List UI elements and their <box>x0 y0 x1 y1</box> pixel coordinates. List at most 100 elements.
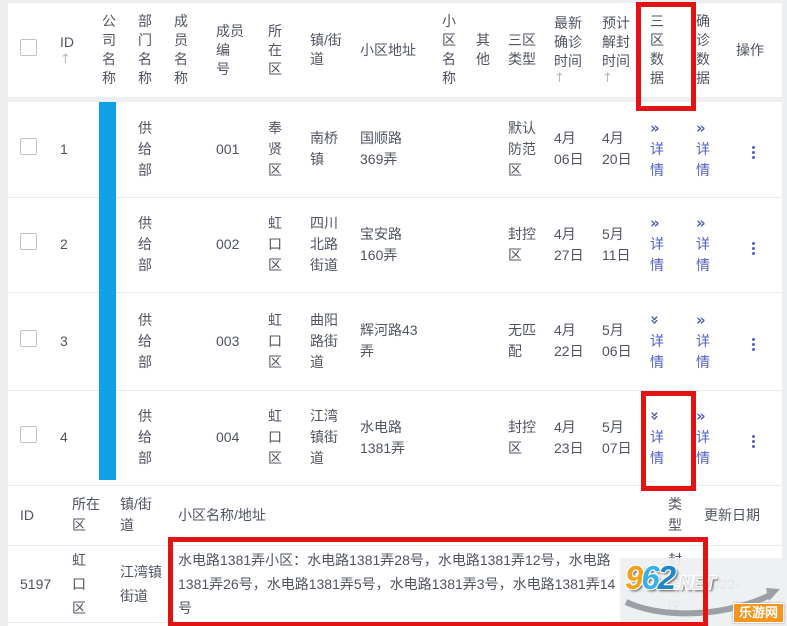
column-header-id[interactable]: ID ↑ <box>48 3 90 97</box>
cell-community <box>430 197 464 292</box>
cell-department: 供 给 部 <box>138 311 152 370</box>
cell-confirm-data: » 详 情 <box>684 197 724 292</box>
cell-confirm-data: » 详 情 <box>684 102 724 197</box>
cell-address: 水电路 1381弄 <box>360 418 406 456</box>
cell-zone-data: » 详 情 <box>638 102 684 197</box>
detail-link-label: 详 情 <box>650 429 664 466</box>
cell-street: 江湾 镇街 道 <box>310 408 338 466</box>
row-select-checkbox[interactable] <box>19 137 37 155</box>
chevron-double-down-icon: » <box>645 314 664 325</box>
cell-id: 2 <box>60 236 68 252</box>
detail-cell-id: 5197 <box>20 576 52 592</box>
cell-id: 3 <box>60 332 68 349</box>
column-header-street[interactable]: 镇/街 道 <box>310 32 342 67</box>
chevron-double-right-icon: » <box>696 118 706 137</box>
cell-street: 南桥 镇 <box>310 130 338 168</box>
column-header-department[interactable]: 部 门 名 称 <box>138 13 152 86</box>
cell-confirm-time: 4月 22日 <box>554 322 584 359</box>
cell-member <box>162 390 204 485</box>
cell-street: 曲阳 路街 道 <box>310 311 338 370</box>
column-header-confirm-time[interactable]: 最新 确诊 时间 ↑ <box>542 3 590 97</box>
row-select-checkbox[interactable] <box>19 329 37 347</box>
confirm-data-detail-link[interactable]: » 详 情 <box>696 310 710 373</box>
cell-unseal-time: 5月 07日 <box>602 418 632 456</box>
column-header-district[interactable]: 所在 区 <box>268 22 282 77</box>
detail-column-id: ID <box>20 506 34 523</box>
cell-address: 辉河路43 弄 <box>360 322 418 359</box>
more-options-icon[interactable] <box>747 237 760 260</box>
cell-district: 奉 贤 区 <box>268 119 282 178</box>
cell-member-no: 002 <box>216 236 240 252</box>
column-header-address[interactable]: 小区地址 <box>360 41 416 58</box>
zone-data-detail-link[interactable]: » 详 情 <box>646 406 664 469</box>
cell-unseal-time: 4月 20日 <box>602 130 632 168</box>
cell-operation <box>724 197 782 292</box>
cell-address: 宝安路 160弄 <box>360 225 402 263</box>
cell-zone-data: » 详 情 <box>638 292 684 390</box>
detail-column-district: 所在 区 <box>72 496 100 534</box>
annotation-box-zone-data-column <box>636 2 696 111</box>
cell-confirm-data: » 详 情 <box>684 292 724 390</box>
cell-confirm-time: 4月 23日 <box>554 418 584 456</box>
zone-data-detail-link[interactable]: » 详 情 <box>645 310 664 373</box>
grid-rows-table: 1 供 给 部 001 奉 贤 区 南桥 镇 国顺路 369弄 默认 防范 区 … <box>8 102 782 486</box>
column-header-company[interactable]: 公司 名称 <box>102 13 116 86</box>
detail-header-row: ID 所在 区 镇/街道 小区名称/地址 类型 更新日期 <box>8 486 782 546</box>
detail-link-label: 详 情 <box>696 236 710 273</box>
cell-zone-data: » 详 情 <box>638 390 684 485</box>
table-row: 4 供 给 部 004 虹 口 区 江湾 镇街 道 水电路 1381弄 封控 区… <box>8 390 782 485</box>
detail-link-label: 详 情 <box>696 429 710 466</box>
cell-member-no: 004 <box>216 429 240 445</box>
cell-member <box>162 197 204 292</box>
cell-community <box>430 292 464 390</box>
sort-asc-icon: ↑ <box>60 52 71 67</box>
cell-department: 供 给 部 <box>138 215 152 273</box>
confirm-data-detail-link[interactable]: » 详 情 <box>696 118 710 181</box>
cell-select <box>8 390 48 485</box>
cell-department: 供 给 部 <box>138 119 152 178</box>
column-header-member-no[interactable]: 成员编 号 <box>216 22 244 77</box>
column-label: ID <box>60 34 74 50</box>
more-options-icon[interactable] <box>747 333 760 356</box>
column-label: 最新 确诊 时间 <box>554 15 582 69</box>
cell-other <box>464 390 496 485</box>
detail-column-type: 类型 <box>668 496 682 534</box>
confirm-data-detail-link[interactable]: » 详 情 <box>696 213 710 276</box>
cell-unseal-time: 5月 11日 <box>602 225 631 263</box>
column-header-zone-type[interactable]: 三区 类型 <box>508 32 536 67</box>
column-header-unseal-time[interactable]: 预计 解封 时间 ↑ <box>590 3 638 97</box>
cell-unseal-time: 5月 06日 <box>602 322 632 359</box>
cell-id: 1 <box>60 140 68 157</box>
column-header-operation[interactable]: 操作 <box>736 41 764 58</box>
zone-data-detail-link[interactable]: » 详 情 <box>650 118 664 181</box>
row-select-checkbox[interactable] <box>19 426 37 443</box>
select-all-checkbox[interactable] <box>19 39 37 56</box>
cell-zone-type: 封控 区 <box>508 225 536 263</box>
cell-select <box>8 292 48 390</box>
cell-member <box>162 102 204 197</box>
header-select-cell <box>8 3 48 97</box>
table-row: 1 供 给 部 001 奉 贤 区 南桥 镇 国顺路 369弄 默认 防范 区 … <box>8 102 782 197</box>
column-header-member[interactable]: 成 员 名 称 <box>174 13 188 86</box>
column-header-confirm-data[interactable]: 确 诊 数 据 <box>696 13 710 86</box>
annotation-box-detail-address <box>168 537 708 626</box>
more-options-icon[interactable] <box>747 430 760 453</box>
column-header-community[interactable]: 小 区 名 称 <box>442 13 456 86</box>
cell-member-no: 003 <box>216 332 240 349</box>
cell-confirm-data: » 详 情 <box>684 390 724 485</box>
annotation-box-row4-zone-detail <box>641 391 696 491</box>
company-color-bar <box>99 102 116 480</box>
column-header-zone-data[interactable]: 三 区 数 据 <box>650 13 664 86</box>
column-header-other[interactable]: 其 他 <box>476 32 490 67</box>
detail-link-label: 详 情 <box>650 140 664 178</box>
detail-link-label: 详 情 <box>696 332 710 370</box>
cell-id: 4 <box>60 429 68 445</box>
detail-link-label: 详 情 <box>650 236 664 273</box>
zone-data-detail-link[interactable]: » 详 情 <box>650 213 664 276</box>
row-select-checkbox[interactable] <box>19 233 37 250</box>
more-options-icon[interactable] <box>747 141 760 164</box>
confirm-data-detail-link[interactable]: » 详 情 <box>696 406 710 469</box>
cell-operation <box>724 292 782 390</box>
chevron-double-right-icon: » <box>696 214 706 232</box>
